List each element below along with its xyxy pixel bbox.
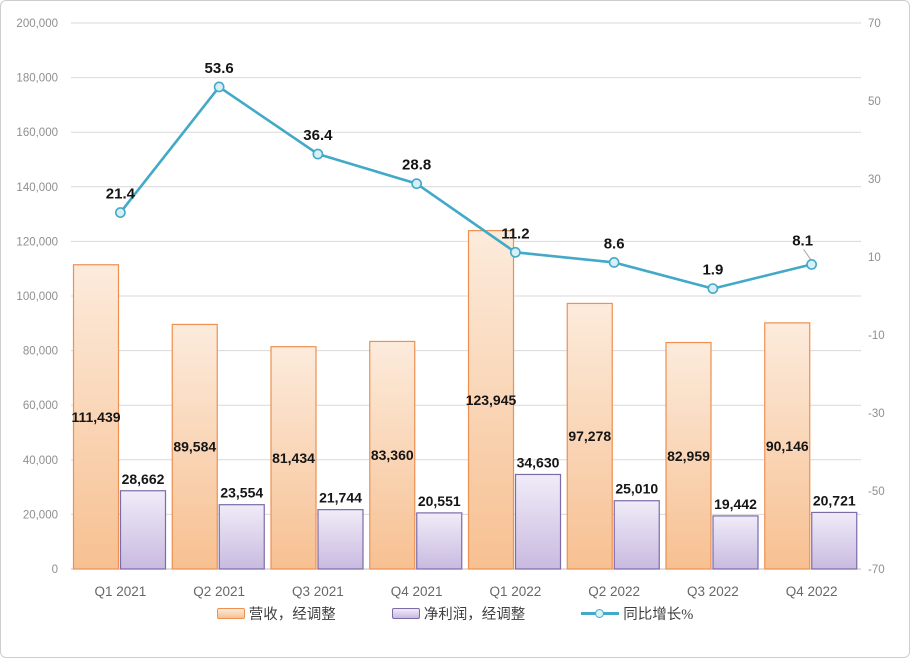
left-axis-tick: 60,000 bbox=[23, 400, 58, 412]
right-axis-tick: -30 bbox=[868, 408, 885, 420]
right-axis-tick: -10 bbox=[868, 330, 885, 342]
legend: 营收，经调整 净利润，经调整 同比增长% bbox=[1, 602, 909, 624]
right-axis-tick: -50 bbox=[868, 486, 885, 498]
value-label-net-profit: 28,662 bbox=[122, 471, 165, 487]
value-label-revenue: 83,360 bbox=[371, 447, 414, 463]
value-label-net-profit: 19,442 bbox=[714, 496, 757, 512]
value-label-net-profit: 34,630 bbox=[517, 454, 560, 470]
legend-item-yoy-growth: 同比增长% bbox=[581, 603, 693, 624]
line-marker bbox=[608, 257, 620, 268]
value-label-revenue: 82,959 bbox=[667, 448, 710, 464]
category-label: Q1 2022 bbox=[489, 584, 541, 599]
left-axis-tick: 20,000 bbox=[23, 509, 58, 521]
bar-net-profit-3 bbox=[416, 512, 463, 570]
bar-net-profit-5 bbox=[613, 500, 660, 570]
bar-revenue-7 bbox=[764, 322, 811, 570]
bar-net-profit-7 bbox=[811, 511, 858, 570]
legend-swatch-revenue-bar bbox=[216, 607, 245, 619]
category-label: Q4 2021 bbox=[391, 584, 443, 599]
left-axis-tick: 160,000 bbox=[16, 127, 58, 139]
legend-label-net-profit: 净利润，经调整 bbox=[423, 606, 526, 623]
bar-revenue-2 bbox=[270, 346, 317, 570]
value-label-revenue: 90,146 bbox=[766, 438, 809, 454]
left-axis-tick: 100,000 bbox=[16, 291, 58, 303]
label-leader-line bbox=[803, 249, 812, 260]
left-axis-tick: 140,000 bbox=[16, 182, 58, 194]
line-marker bbox=[312, 148, 324, 160]
value-label-revenue: 81,434 bbox=[272, 450, 315, 466]
yoy-growth-line bbox=[119, 85, 812, 290]
bar-net-profit-6 bbox=[712, 515, 759, 570]
line-marker bbox=[806, 259, 818, 270]
value-label-yoy-growth: 8.6 bbox=[604, 235, 625, 252]
legend-label-yoy-growth: 同比增长% bbox=[623, 606, 694, 623]
bar-net-profit-4 bbox=[514, 473, 562, 570]
right-axis-tick: -70 bbox=[868, 564, 885, 576]
line-marker bbox=[509, 246, 521, 258]
bar-revenue-5 bbox=[566, 302, 613, 570]
category-label: Q3 2022 bbox=[687, 584, 739, 599]
bar-revenue-6 bbox=[665, 341, 712, 570]
category-label: Q1 2021 bbox=[94, 584, 146, 599]
line-marker bbox=[114, 207, 126, 218]
bar-net-profit-1 bbox=[218, 504, 265, 570]
category-label: Q2 2021 bbox=[193, 584, 245, 599]
category-label: Q2 2022 bbox=[588, 584, 640, 599]
bar-revenue-0 bbox=[72, 264, 120, 570]
legend-label-revenue: 营收，经调整 bbox=[248, 606, 336, 623]
value-label-net-profit: 23,554 bbox=[220, 485, 263, 501]
legend-swatch-net-profit-bar bbox=[391, 607, 420, 619]
legend-item-revenue: 营收，经调整 bbox=[216, 603, 336, 624]
right-axis-tick: 30 bbox=[868, 174, 881, 186]
value-label-yoy-growth: 8.1 bbox=[792, 232, 813, 249]
value-label-net-profit: 25,010 bbox=[615, 481, 658, 497]
left-axis-tick: 200,000 bbox=[16, 18, 58, 30]
value-label-yoy-growth: 11.2 bbox=[501, 225, 529, 242]
value-label-net-profit: 21,744 bbox=[319, 490, 362, 506]
value-label-net-profit: 20,721 bbox=[813, 492, 856, 508]
legend-line-marker-icon bbox=[595, 608, 605, 618]
bar-net-profit-2 bbox=[317, 509, 364, 570]
value-label-yoy-growth: 53.6 bbox=[205, 60, 234, 77]
left-axis-tick: 120,000 bbox=[16, 236, 58, 248]
left-axis-tick: 180,000 bbox=[16, 73, 58, 85]
value-label-yoy-growth: 28.8 bbox=[402, 157, 431, 174]
right-axis-tick: 10 bbox=[868, 252, 881, 264]
line-marker bbox=[707, 283, 719, 294]
left-axis-tick: 0 bbox=[52, 564, 58, 576]
value-label-revenue: 111,439 bbox=[71, 409, 120, 425]
value-label-revenue: 123,945 bbox=[466, 392, 517, 408]
left-axis-tick: 40,000 bbox=[23, 455, 58, 467]
left-axis-tick: 80,000 bbox=[23, 346, 58, 358]
legend-swatch-growth-line bbox=[581, 607, 620, 619]
value-label-revenue: 97,278 bbox=[568, 428, 611, 444]
line-marker bbox=[411, 178, 423, 190]
line-marker bbox=[213, 81, 225, 93]
category-label: Q4 2022 bbox=[786, 584, 838, 599]
bar-revenue-3 bbox=[369, 340, 416, 570]
bar-net-profit-0 bbox=[119, 490, 167, 570]
bar-revenue-1 bbox=[171, 323, 218, 570]
value-label-net-profit: 20,551 bbox=[418, 493, 461, 509]
value-label-yoy-growth: 36.4 bbox=[303, 127, 333, 144]
value-label-revenue: 89,584 bbox=[173, 439, 216, 455]
bar-revenue-4 bbox=[467, 230, 515, 570]
category-label: Q3 2021 bbox=[292, 584, 344, 599]
right-axis-tick: 50 bbox=[868, 96, 881, 108]
legend-item-net-profit: 净利润，经调整 bbox=[391, 603, 526, 624]
right-axis-tick: 70 bbox=[868, 18, 881, 30]
value-label-yoy-growth: 1.9 bbox=[702, 262, 723, 279]
value-label-yoy-growth: 21.4 bbox=[106, 186, 136, 203]
